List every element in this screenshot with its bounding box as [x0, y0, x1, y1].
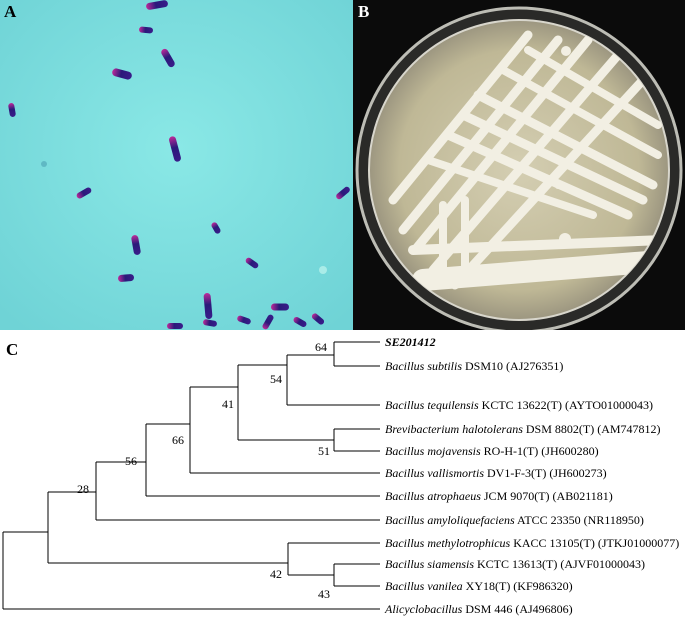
stain-debris	[41, 161, 47, 167]
bootstrap-value: 56	[125, 454, 137, 468]
taxon-name: Bacillus vallismortis	[385, 466, 484, 480]
bootstrap-value: 54	[270, 372, 282, 386]
taxon-name: Bacillus subtilis	[385, 359, 462, 373]
agar-plate-image	[353, 0, 685, 330]
tree-branches	[3, 342, 380, 609]
taxon-strain: RO-H-1(T) (JH600280)	[481, 444, 599, 458]
taxon-label: Bacillus subtilis DSM10 (AJ276351)	[385, 359, 563, 373]
taxon-label: Bacillus vanilea XY18(T) (KF986320)	[385, 579, 573, 593]
panel-b-plate-photo: B	[353, 0, 685, 330]
taxon-name: Bacillus tequilensis	[385, 398, 479, 412]
taxon-label: SE201412	[385, 335, 436, 349]
bootstrap-value: 66	[172, 433, 184, 447]
taxon-strain: DSM 446 (AJ496806)	[462, 602, 572, 616]
taxon-name: Bacillus atrophaeus	[385, 489, 481, 503]
taxon-label: Brevibacterium halotolerans DSM 8802(T) …	[385, 422, 661, 436]
stain-debris	[319, 266, 327, 274]
bootstrap-value: 42	[270, 567, 282, 581]
taxon-label: Bacillus vallismortis DV1-F-3(T) (JH6002…	[385, 466, 607, 480]
taxon-name: Bacillus mojavensis	[385, 444, 481, 458]
isolated-colony	[555, 183, 561, 189]
bootstrap-value: 51	[318, 444, 330, 458]
taxon-strain: JCM 9070(T) (AB021181)	[481, 489, 613, 503]
taxon-label: Alicyclobacillus DSM 446 (AJ496806)	[384, 602, 573, 616]
phylogenetic-tree: 64 54 41 66 56 28 51 42 43 SE201412 Baci…	[0, 330, 685, 619]
isolated-colony	[561, 46, 571, 56]
taxon-strain: KCTC 13622(T) (AYTO01000043)	[479, 398, 653, 412]
taxon-strain: DV1-F-3(T) (JH600273)	[484, 466, 607, 480]
taxon-name: Alicyclobacillus	[384, 602, 463, 616]
bootstrap-value: 28	[77, 482, 89, 496]
taxon-name: Bacillus amyloliquefaciens	[385, 513, 515, 527]
taxon-strain: KCTC 13613(T) (AJVF01000043)	[474, 557, 645, 571]
taxon-name: Bacillus methylotrophicus	[385, 536, 511, 550]
taxon-labels: SE201412 Bacillus subtilis DSM10 (AJ2763…	[384, 335, 679, 616]
taxon-name: Bacillus siamensis	[385, 557, 474, 571]
bacterium	[271, 304, 289, 311]
bootstrap-values: 64 54 41 66 56 28 51 42 43	[77, 340, 330, 601]
panel-a-micrograph: A	[0, 0, 353, 330]
isolated-colony	[559, 233, 571, 245]
taxon-label: Bacillus methylotrophicus KACC 13105(T) …	[385, 536, 679, 550]
bootstrap-value: 41	[222, 397, 234, 411]
micrograph-background	[0, 0, 353, 330]
bootstrap-value: 64	[315, 340, 327, 354]
taxon-label: Bacillus atrophaeus JCM 9070(T) (AB02118…	[385, 489, 613, 503]
taxon-strain: DSM10 (AJ276351)	[462, 359, 563, 373]
taxon-name: Bacillus vanilea	[385, 579, 463, 593]
taxon-strain: DSM 8802(T) (AM747812)	[523, 422, 661, 436]
panel-label-b: B	[358, 2, 369, 22]
gram-stain-image	[0, 0, 353, 330]
panel-label-a: A	[4, 2, 16, 22]
bacterium	[167, 323, 183, 329]
taxon-name: Brevibacterium halotolerans	[385, 422, 523, 436]
taxon-strain: KACC 13105(T) (JTKJ01000077)	[510, 536, 679, 550]
bootstrap-value: 43	[318, 587, 330, 601]
taxon-label: Bacillus mojavensis RO-H-1(T) (JH600280)	[385, 444, 599, 458]
taxon-label: Bacillus tequilensis KCTC 13622(T) (AYTO…	[385, 398, 653, 412]
taxon-label: Bacillus amyloliquefaciens ATCC 23350 (N…	[385, 513, 644, 527]
taxon-label: Bacillus siamensis KCTC 13613(T) (AJVF01…	[385, 557, 645, 571]
taxon-name: SE201412	[385, 335, 436, 349]
taxon-strain: ATCC 23350 (NR118950)	[515, 513, 644, 527]
taxon-strain: XY18(T) (KF986320)	[463, 579, 573, 593]
